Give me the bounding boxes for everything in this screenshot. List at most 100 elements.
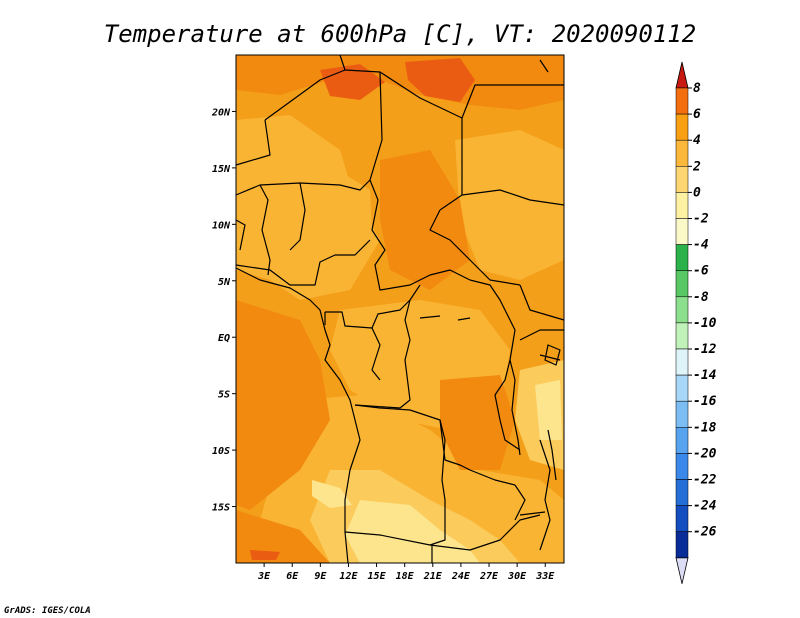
lake-outline — [544, 344, 561, 366]
field-region-sudan-warm — [380, 150, 470, 290]
y-axis: 20N 15N 10N 5N EQ 5S 10S 15S — [211, 107, 236, 514]
colorbar-top-arrow — [675, 61, 689, 89]
x-tick-label: 18E — [396, 571, 415, 582]
colorbar-swatch — [675, 270, 689, 298]
colorbar-label: -16 — [693, 394, 717, 409]
border-line — [344, 514, 541, 551]
colorbar-label: 0 — [693, 185, 701, 200]
colorbar-swatch — [675, 192, 689, 219]
colorbar-swatch — [675, 218, 689, 245]
x-tick-label: 15E — [368, 571, 387, 582]
colorbar-swatch — [675, 453, 689, 480]
border-line — [354, 404, 516, 486]
colorbar-label: 8 — [693, 81, 701, 96]
lake-outline — [457, 317, 471, 321]
border-line — [514, 484, 526, 521]
colorbar-swatch — [675, 505, 689, 532]
field-region-atlantic-south-warm — [236, 510, 330, 563]
colorbar-swatch — [675, 113, 689, 141]
y-tick-label: 10S — [212, 446, 230, 457]
border-line — [369, 71, 383, 201]
plot-frame — [235, 54, 565, 564]
border-line — [429, 209, 521, 286]
colorbar-swatch — [675, 296, 689, 324]
colorbar: 8 6 4 2 0 -2 -4 -6 -8 -10 -12 -14 -16 -18 -20 -22 -24 -26 — [675, 61, 717, 584]
border-line — [371, 199, 471, 291]
y-tick-label: 10N — [212, 220, 231, 231]
border-line — [235, 119, 271, 166]
colorbar-bottom-arrow — [675, 557, 689, 584]
border-line — [354, 299, 411, 409]
border-line — [339, 54, 346, 71]
border-line — [519, 284, 565, 321]
colorbar-label: 6 — [693, 107, 701, 122]
grads-credit: GrADS: IGES/COLA — [4, 606, 91, 616]
x-tick-label: 30E — [507, 571, 527, 582]
colorbar-label: -10 — [693, 316, 717, 331]
border-line — [371, 327, 381, 381]
colorbar-label: -8 — [693, 290, 709, 305]
field-region-lake-cool — [312, 480, 352, 508]
colorbar-swatch — [675, 531, 689, 559]
x-tick-label: 6E — [286, 571, 299, 582]
border-line — [264, 69, 463, 121]
field-region-east — [455, 130, 564, 280]
colorbar-swatch — [675, 374, 689, 402]
colorbar-swatch — [675, 244, 689, 271]
colorbar-label: 4 — [693, 133, 701, 148]
colorbar-label: -2 — [693, 212, 709, 227]
border-line — [235, 179, 371, 196]
colorbar-label: -22 — [693, 473, 717, 488]
x-tick-label: 33E — [535, 571, 555, 582]
colorbar-swatch — [675, 322, 689, 350]
map-plot-area: 3E 6E 9E 12E 15E 18E 21E 24E 27E 30E 33E 20N 15N 10N… — [211, 54, 565, 582]
field-region-north-warm — [236, 55, 564, 110]
x-axis: 3E 6E 9E 12E 15E 18E 21E 24E 27E 30E 33E — [257, 563, 555, 582]
border-line — [469, 279, 521, 451]
x-tick-label: 24E — [451, 571, 471, 582]
border-line — [259, 184, 271, 276]
border-line — [539, 354, 561, 361]
colorbar-label: -20 — [693, 446, 717, 461]
border-line — [461, 189, 565, 206]
y-tick-label: 5N — [218, 277, 231, 288]
colorbar-label: -26 — [693, 525, 717, 540]
lake-outline — [419, 315, 441, 319]
colorbar-label: 2 — [692, 159, 701, 174]
country-borders — [235, 54, 565, 564]
field-region-east-coolest — [535, 380, 562, 440]
colorbar-label: -12 — [693, 342, 717, 357]
border-line — [344, 531, 349, 564]
colorbar-label: -18 — [693, 420, 717, 435]
colorbar-swatch — [675, 348, 689, 376]
border-line — [325, 284, 421, 329]
temperature-field — [236, 55, 564, 563]
x-tick-label: 21E — [423, 571, 443, 582]
border-line — [519, 329, 564, 341]
border-line — [539, 439, 551, 551]
coastline — [235, 267, 361, 532]
border-line — [235, 239, 371, 286]
lake-outline — [539, 59, 549, 73]
x-tick-label: 27E — [479, 571, 499, 582]
x-tick-label: 3E — [257, 571, 271, 582]
colorbar-label: -14 — [693, 368, 717, 383]
colorbar-label: -4 — [693, 238, 709, 253]
colorbar-swatch — [675, 427, 689, 454]
border-line — [289, 182, 306, 251]
colorbar-swatch — [675, 139, 689, 167]
x-tick-label: 9E — [314, 571, 327, 582]
colorbar-swatch — [675, 166, 689, 193]
colorbar-swatch — [675, 479, 689, 506]
y-tick-label: 15N — [212, 164, 231, 175]
colorbar-swatch — [675, 87, 689, 115]
x-tick-label: 12E — [339, 571, 358, 582]
lake-outline — [547, 429, 557, 481]
border-line — [461, 84, 564, 119]
field-region-gulf-warm — [236, 300, 330, 510]
border-line — [429, 419, 446, 546]
y-tick-label: 15S — [212, 503, 230, 514]
border-line — [235, 219, 246, 251]
field-region-hot-3 — [250, 550, 280, 560]
